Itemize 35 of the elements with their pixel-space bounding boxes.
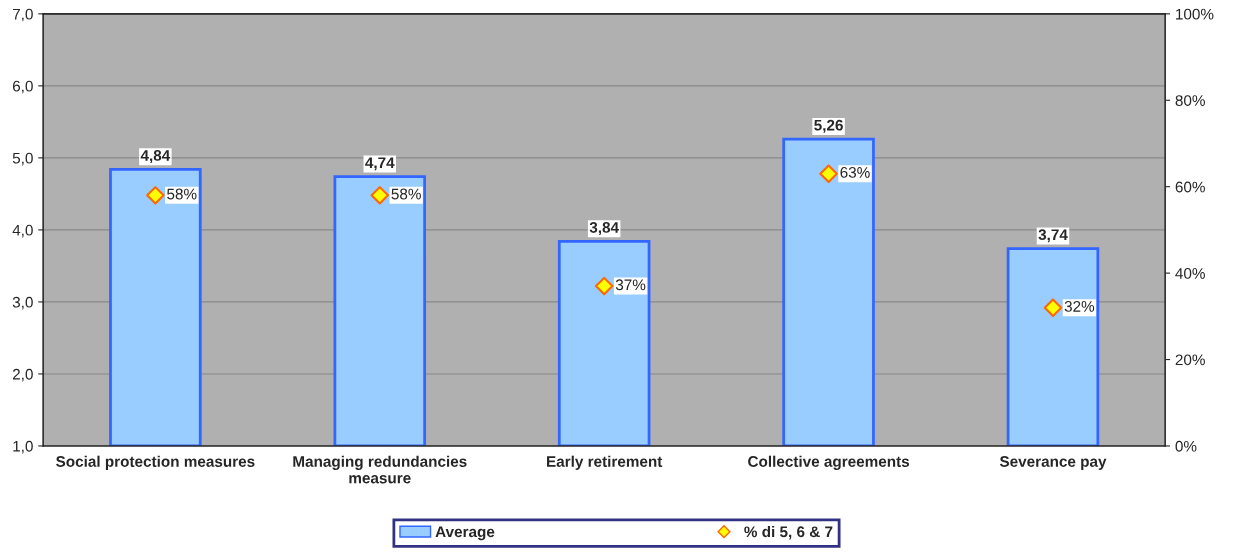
point — [370, 186, 390, 205]
data-label: 4,84 — [140, 150, 171, 164]
y2-tick-label: 100% — [1176, 8, 1214, 20]
point — [1043, 298, 1063, 317]
point — [819, 164, 838, 183]
y-tick-label: 6,0 — [12, 80, 33, 94]
data-label: 37% — [615, 279, 646, 291]
x-tick-label: Early retirement — [547, 455, 663, 470]
y-tick-label: 1,0 — [13, 440, 33, 454]
x-tick-label: Managing redundancies measure — [293, 455, 467, 484]
y-tick-label: 5,0 — [12, 152, 33, 166]
y-tick-label: 2,0 — [12, 368, 33, 382]
y-tick-label: 7,0 — [12, 8, 33, 22]
x-tick-label: Severance pay — [999, 456, 1107, 470]
x-tick-label: Collective agreements — [748, 455, 910, 470]
data-label: 32% — [1064, 300, 1095, 312]
y2-tick-label: 80% — [1175, 95, 1205, 106]
data-label: 3,84 — [589, 222, 619, 236]
y2-tick-label: 60% — [1175, 181, 1205, 193]
y-tick-label: 3,0 — [12, 296, 33, 310]
y2-tick-label: 40% — [1175, 267, 1205, 279]
data-label: 58% — [391, 188, 421, 200]
point — [594, 276, 614, 296]
data-label: 3,74 — [1038, 229, 1068, 243]
data-label: 58% — [167, 188, 197, 200]
y2-tick-label: 20% — [1175, 354, 1205, 366]
legend-label: Average — [435, 526, 495, 541]
data-label: 4,74 — [365, 157, 395, 171]
y-tick-label: 4,0 — [12, 224, 33, 238]
x-tick-label: Social protection measures — [56, 455, 255, 470]
point — [146, 186, 165, 205]
y2-tick-label: 0% — [1175, 440, 1197, 452]
data-label: 5,26 — [814, 119, 843, 133]
legend-label: % di 5, 6 & 7 — [744, 525, 833, 540]
data-label: 63% — [840, 167, 870, 178]
